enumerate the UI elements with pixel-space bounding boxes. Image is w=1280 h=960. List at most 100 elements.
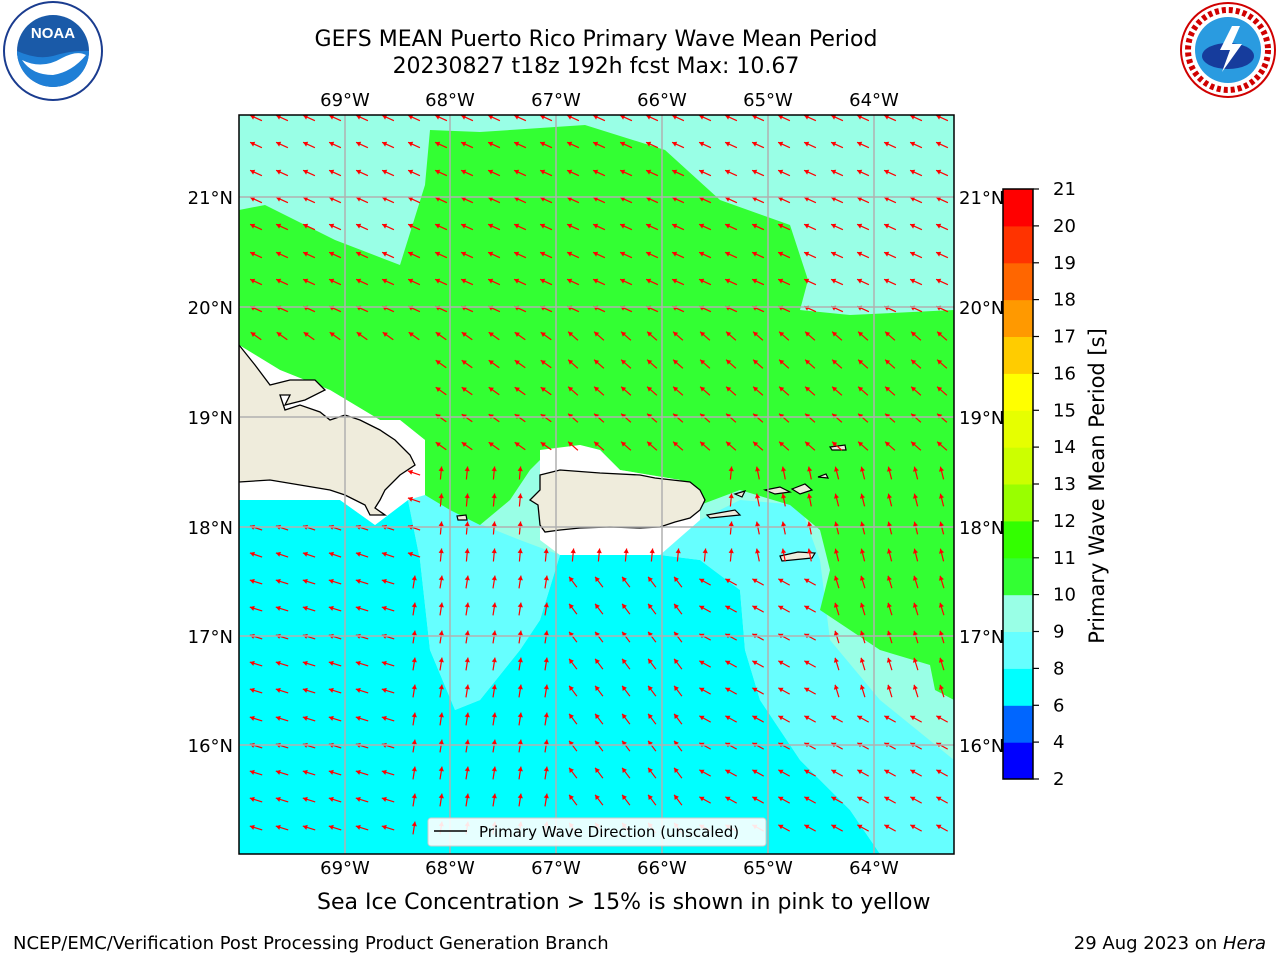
- wave-arrow-head: [832, 359, 838, 365]
- wave-arrow-head: [464, 766, 470, 772]
- wave-arrow-head: [461, 332, 467, 337]
- wave-arrow-head: [438, 739, 444, 745]
- wave-arrow-head: [831, 824, 837, 830]
- wave-arrow-head: [648, 603, 653, 609]
- lon-tick-label: 64°W: [849, 858, 899, 879]
- map-frame: [238, 114, 955, 855]
- wave-arrow-head: [488, 196, 494, 202]
- wave-arrow-head: [329, 169, 335, 175]
- wave-arrow-head: [408, 141, 414, 147]
- wave-arrow-head: [728, 548, 734, 554]
- wave-arrow-head: [517, 548, 523, 554]
- lon-tick-label: 66°W: [637, 858, 687, 879]
- wave-arrow-head: [622, 576, 627, 582]
- colorbar-swatch: [1003, 262, 1033, 301]
- wave-arrow-head: [568, 331, 574, 337]
- lon-tick-label: 68°W: [425, 90, 475, 111]
- wave-arrow-head: [621, 331, 627, 337]
- wave-arrow-head: [779, 359, 785, 365]
- wave-arrow-head: [275, 660, 281, 666]
- wave-arrow-head: [381, 605, 387, 611]
- wave-arrow-head: [543, 548, 549, 554]
- colorbar-swatch: [1003, 373, 1033, 411]
- wave-arrow-head: [805, 441, 811, 447]
- wave-arrow-head: [620, 223, 626, 229]
- wave-arrow-head: [540, 387, 546, 392]
- wave-arrow-head: [728, 493, 734, 499]
- wave-arrow-head: [699, 715, 705, 721]
- lon-tick-label: 65°W: [743, 90, 793, 111]
- wave-arrow-head: [514, 196, 520, 202]
- wave-arrow-head: [488, 251, 494, 257]
- lat-tick-label: 19°N: [959, 408, 1004, 429]
- wave-arrow-head: [674, 603, 679, 609]
- wave-arrow-head: [567, 169, 573, 175]
- wave-arrow-head: [700, 441, 706, 447]
- wave-arrow-head: [329, 251, 335, 257]
- wave-arrow-head: [884, 824, 890, 830]
- wave-arrow-head: [699, 251, 705, 257]
- wave-arrow-head: [858, 359, 864, 365]
- wave-arrow-head: [435, 115, 441, 120]
- wave-arrow-head: [672, 141, 678, 147]
- wave-arrow-head: [936, 251, 942, 257]
- mona-island: [456, 514, 468, 521]
- wave-arrow-head: [859, 657, 865, 663]
- colorbar-swatch: [1003, 336, 1033, 374]
- wave-arrow-head: [699, 141, 705, 147]
- wave-arrow-head: [461, 169, 467, 175]
- wave-arrow-head: [438, 602, 444, 608]
- wave-arrow-head: [622, 685, 627, 691]
- wave-arrow-head: [569, 767, 574, 773]
- wave-arrow-head: [804, 223, 810, 229]
- wave-arrow-head: [858, 441, 864, 447]
- wave-arrow-head: [673, 359, 679, 365]
- wave-arrow-head: [804, 169, 810, 175]
- wave-arrow-head: [355, 605, 361, 611]
- wave-arrow-head: [913, 548, 918, 554]
- wave-arrow-head: [831, 223, 837, 229]
- wave-arrow-head: [249, 824, 255, 830]
- colorbar-swatch: [1003, 189, 1033, 227]
- wave-arrow-head: [752, 715, 758, 721]
- wave-arrow-head: [514, 251, 520, 257]
- wave-arrow-head: [699, 578, 705, 584]
- colorbar-tick-label: 17: [1053, 327, 1076, 348]
- wave-arrow-head: [755, 548, 761, 554]
- wave-arrow-head: [250, 115, 256, 120]
- wave-arrow-head: [804, 141, 810, 147]
- wave-arrow-head: [355, 660, 361, 666]
- wave-arrow-head: [540, 169, 546, 175]
- wave-arrow-head: [752, 796, 758, 802]
- wave-arrow-head: [355, 824, 361, 830]
- wave-arrow-head: [329, 332, 335, 337]
- wave-arrow-head: [491, 466, 497, 472]
- wave-arrow-head: [568, 386, 574, 392]
- wave-arrow-head: [912, 630, 918, 636]
- wave-arrow-head: [356, 223, 362, 229]
- wave-arrow-head: [411, 821, 417, 827]
- wave-arrow-head: [491, 684, 497, 690]
- wave-arrow-head: [517, 793, 523, 799]
- wave-arrow-head: [595, 767, 600, 773]
- wave-arrow-head: [438, 575, 444, 581]
- wave-arrow-head: [699, 115, 705, 120]
- wave-arrow-head: [435, 332, 441, 337]
- vieques-island: [705, 509, 742, 519]
- wave-arrow-head: [832, 386, 838, 392]
- wave-arrow-head: [328, 578, 334, 584]
- wave-arrow-head: [807, 493, 813, 499]
- wave-arrow-head: [778, 796, 784, 802]
- wave-arrow-head: [567, 115, 573, 120]
- wave-arrow-head: [647, 386, 653, 392]
- wave-arrow-head: [517, 466, 523, 472]
- wave-arrow-head: [752, 251, 758, 257]
- wave-arrow-head: [910, 251, 916, 257]
- wave-arrow-head: [674, 713, 679, 719]
- wave-arrow-head: [646, 223, 652, 229]
- wave-arrow-head: [834, 466, 839, 472]
- wave-arrow-head: [438, 657, 444, 663]
- wave-arrow-head: [648, 685, 653, 691]
- wave-arrow-head: [461, 360, 467, 365]
- noaa-logo-icon: NOAA: [3, 1, 103, 101]
